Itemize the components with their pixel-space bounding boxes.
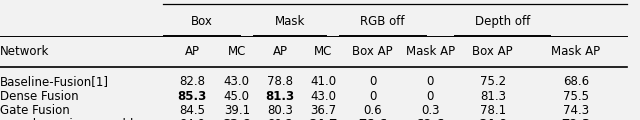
Text: 0.3: 0.3 (421, 104, 440, 117)
Text: Depth off: Depth off (475, 15, 530, 28)
Text: MC: MC (228, 45, 246, 58)
Text: 74.3: 74.3 (563, 104, 589, 117)
Text: 79.3: 79.3 (561, 118, 591, 120)
Text: 36.7: 36.7 (310, 104, 336, 117)
Text: 81.3: 81.3 (266, 90, 294, 102)
Text: 81.3: 81.3 (480, 90, 506, 102)
Text: 0: 0 (427, 75, 434, 88)
Text: 39.1: 39.1 (224, 104, 250, 117)
Text: 82.8: 82.8 (179, 75, 205, 88)
Text: 76.6: 76.6 (358, 118, 387, 120)
Text: 84.9: 84.9 (179, 118, 205, 120)
Text: Baseline-Fusion[1]: Baseline-Fusion[1] (0, 75, 109, 88)
Text: Gate Fusion: Gate Fusion (0, 104, 70, 117)
Text: 78.1: 78.1 (480, 104, 506, 117)
Text: Box: Box (191, 15, 212, 28)
Text: 80.3: 80.3 (267, 104, 293, 117)
Text: Mask: Mask (275, 15, 305, 28)
Text: Network: Network (0, 45, 49, 58)
Text: 84.5: 84.5 (179, 104, 205, 117)
Text: MC: MC (314, 45, 332, 58)
Text: + dynamic ensemble: + dynamic ensemble (0, 118, 141, 120)
Text: Dense Fusion: Dense Fusion (0, 90, 79, 102)
Text: Box AP: Box AP (472, 45, 513, 58)
Text: 78.8: 78.8 (267, 75, 293, 88)
Text: AP: AP (273, 45, 287, 58)
Text: 80.2: 80.2 (267, 118, 293, 120)
Text: 0: 0 (369, 90, 376, 102)
Text: RGB off: RGB off (360, 15, 404, 28)
Text: 75.5: 75.5 (563, 90, 589, 102)
Text: 84.7: 84.7 (308, 118, 338, 120)
Text: Mask AP: Mask AP (552, 45, 600, 58)
Text: 0: 0 (369, 75, 376, 88)
Text: 82.9: 82.9 (222, 118, 252, 120)
Text: 43.0: 43.0 (224, 75, 250, 88)
Text: 45.0: 45.0 (224, 90, 250, 102)
Text: Box AP: Box AP (353, 45, 393, 58)
Text: 69.6: 69.6 (416, 118, 445, 120)
Text: 84.0: 84.0 (478, 118, 508, 120)
Text: 43.0: 43.0 (310, 90, 336, 102)
Text: AP: AP (184, 45, 200, 58)
Text: 41.0: 41.0 (310, 75, 336, 88)
Text: 0: 0 (427, 90, 434, 102)
Text: 85.3: 85.3 (177, 90, 207, 102)
Text: 0.6: 0.6 (364, 104, 382, 117)
Text: 75.2: 75.2 (480, 75, 506, 88)
Text: 68.6: 68.6 (563, 75, 589, 88)
Text: Mask AP: Mask AP (406, 45, 455, 58)
